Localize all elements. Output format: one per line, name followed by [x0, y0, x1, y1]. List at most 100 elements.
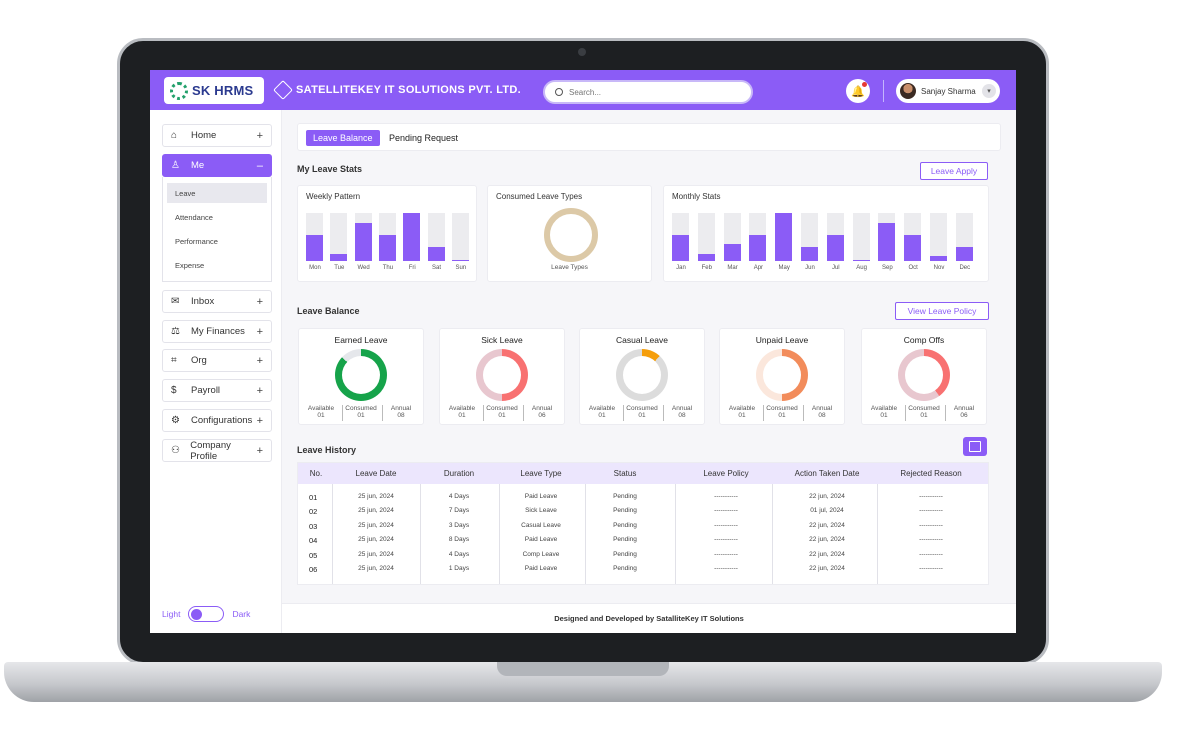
calendar-button[interactable] — [963, 437, 987, 456]
weekly-bar — [427, 247, 445, 261]
collapse-sidebar-icon[interactable] — [273, 80, 293, 100]
table-cell: 04 — [309, 536, 318, 546]
leave-stat-label: Annual — [671, 405, 693, 412]
submenu-item-attendance[interactable]: Attendance — [175, 212, 213, 222]
table-cell: 1 Days — [448, 565, 470, 572]
theme-dark-label[interactable]: Dark — [232, 609, 251, 619]
monthly-bar-label: Sep — [882, 265, 893, 271]
user-menu[interactable]: Sanjay Sharma ▾ — [896, 79, 1000, 103]
table-cell: 22 jun, 2024 — [809, 565, 845, 572]
sidebar-item-home[interactable]: ⌂ Home + — [162, 124, 272, 147]
sidebar-item-org[interactable]: ⌗ Org + — [162, 349, 272, 372]
leave-card-title: Earned Leave — [334, 335, 388, 345]
laptop-notch — [497, 662, 669, 676]
sidebar-item-my-finances[interactable]: ⚖ My Finances + — [162, 320, 272, 343]
donut-hole — [623, 356, 661, 394]
sidebar-item-configurations[interactable]: ⚙ Configurations + — [162, 409, 272, 432]
leave-history-title: Leave History — [297, 445, 357, 455]
expand-icon[interactable]: + — [256, 444, 263, 457]
expand-icon[interactable]: + — [256, 129, 263, 142]
leave-card[interactable]: Sick Leave Available 01 Consumed 01 Annual 06 — [439, 328, 565, 425]
monthly-bar-label: Aug — [856, 265, 867, 271]
leave-donut — [335, 349, 387, 401]
monthly-bar-track — [852, 213, 870, 261]
table-cell: Pending — [613, 521, 637, 529]
column-header[interactable]: Duration — [443, 469, 475, 478]
monthly-bar-track — [904, 213, 922, 261]
tab-leave-balance[interactable]: Leave Balance — [306, 130, 380, 146]
stat-divider — [763, 405, 764, 421]
expand-icon[interactable]: + — [256, 295, 263, 308]
logo-icon — [170, 81, 188, 100]
weekly-bar — [354, 223, 372, 261]
chevron-down-icon[interactable]: ▾ — [982, 84, 996, 98]
table-cell: Paid Leave — [524, 536, 558, 544]
leave-card[interactable]: Earned Leave Available 01 Consumed 01 Annual 0… — [298, 328, 424, 425]
column-header[interactable]: No. — [309, 469, 323, 478]
company-name: SATELLITEKEY IT SOLUTIONS PVT. LTD. — [296, 84, 522, 96]
payroll-icon: $ — [171, 385, 177, 396]
leave-stat: Annual 08 — [383, 405, 419, 419]
leave-card[interactable]: Unpaid Leave Available 01 Consumed 01 Annual 0… — [719, 328, 845, 425]
leave-stat: Available 01 — [303, 405, 339, 419]
expand-icon[interactable]: + — [256, 325, 263, 338]
table-cell: ----------- — [714, 493, 738, 500]
org-icon: ⌗ — [171, 355, 177, 366]
column-divider — [332, 484, 333, 584]
column-header[interactable]: Rejected Reason — [900, 469, 962, 478]
theme-toggle[interactable] — [188, 606, 225, 622]
weekly-bar-track — [354, 213, 372, 261]
search-input[interactable] — [569, 87, 729, 97]
column-header[interactable]: Leave Date — [355, 469, 397, 478]
me-submenu: Leave Attendance Performance Expense — [162, 177, 272, 282]
leave-card-title: Comp Offs — [903, 335, 945, 345]
submenu-item-leave[interactable]: Leave — [167, 183, 267, 203]
weekly-bar — [378, 235, 396, 261]
leave-stat-value: 01 — [498, 412, 506, 419]
notification-button[interactable]: 🔔 — [846, 79, 870, 103]
search-bar[interactable] — [543, 80, 753, 104]
tab-pending-request[interactable]: Pending Request — [389, 133, 459, 143]
expand-icon[interactable]: + — [256, 384, 263, 397]
weekly-bar-track — [403, 213, 421, 261]
leave-stat-value: 01 — [317, 412, 325, 419]
column-header[interactable]: Status — [613, 469, 637, 478]
leave-stat: Annual 08 — [664, 405, 700, 419]
column-header[interactable]: Leave Type — [520, 469, 562, 478]
expand-icon[interactable]: + — [256, 414, 263, 427]
sidebar-item-payroll[interactable]: $ Payroll + — [162, 379, 272, 402]
app-logo[interactable]: SK HRMS — [164, 77, 264, 104]
column-header[interactable]: Leave Policy — [703, 469, 749, 478]
leave-stat: Consumed 01 — [764, 405, 800, 419]
column-divider — [877, 484, 878, 584]
monthly-bar-label: Jan — [676, 265, 686, 271]
submenu-item-expense[interactable]: Expense — [175, 260, 205, 270]
view-leave-policy-button[interactable]: View Leave Policy — [895, 302, 989, 320]
table-cell: Pending — [613, 507, 637, 515]
table-cell: 01 — [309, 493, 318, 502]
submenu-item-performance[interactable]: Performance — [175, 236, 218, 246]
theme-light-label[interactable]: Light — [162, 609, 181, 619]
table-cell: ----------- — [714, 565, 738, 572]
sidebar-item-company-profile[interactable]: ⚇ Company Profile + — [162, 439, 272, 462]
webcam — [578, 48, 586, 56]
collapse-icon[interactable]: – — [256, 159, 263, 172]
table-cell: ----------- — [919, 507, 943, 515]
column-header[interactable]: Action Taken Date — [794, 469, 860, 478]
leave-stat: Available 01 — [866, 405, 902, 419]
leave-card[interactable]: Casual Leave Available 01 Consumed 01 Annual 0… — [579, 328, 705, 425]
table-cell: 25 jun, 2024 — [358, 507, 394, 515]
consumed-types-title: Consumed Leave Types — [496, 192, 583, 201]
sidebar-item-label: Configurations — [191, 415, 253, 426]
monthly-bar-track — [930, 213, 947, 261]
sidebar-item-inbox[interactable]: ✉ Inbox + — [162, 290, 272, 313]
weekly-bar-track — [451, 213, 469, 261]
toggle-knob — [191, 608, 203, 620]
weekly-bar — [330, 254, 348, 261]
footer: Designed and Developed by SatalliteKey I… — [282, 603, 1016, 633]
leave-apply-button[interactable]: Leave Apply — [920, 162, 988, 180]
leave-card[interactable]: Comp Offs Available 01 Consumed 01 Annual 06 — [861, 328, 987, 425]
expand-icon[interactable]: + — [256, 354, 263, 367]
sidebar-item-me[interactable]: ♙ Me – — [162, 154, 272, 177]
leave-stat: Consumed 01 — [906, 405, 942, 419]
